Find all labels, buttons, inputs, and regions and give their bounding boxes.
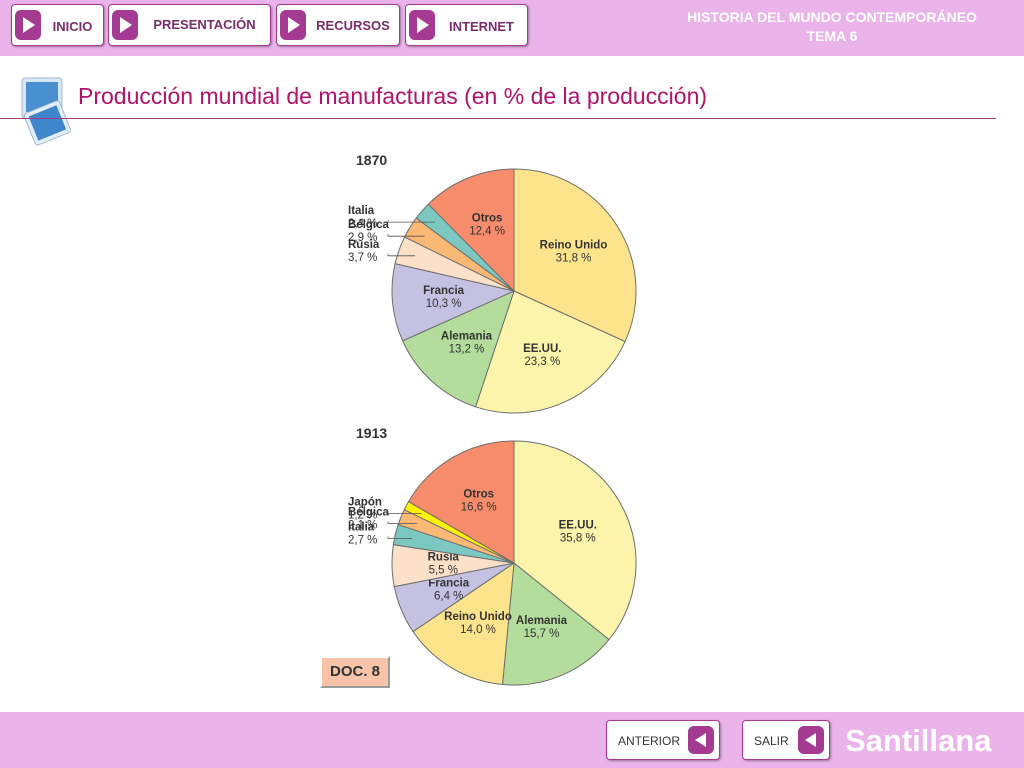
leader-line xyxy=(387,220,435,223)
chart-title: 1870 xyxy=(356,152,387,168)
title-divider xyxy=(0,118,996,119)
slice-label: Otros xyxy=(472,213,503,225)
slice-label: Rusia xyxy=(348,239,380,251)
pie-slice xyxy=(474,290,626,414)
leader-line xyxy=(387,536,412,539)
pie-slice xyxy=(427,168,515,293)
recursos-label: RECURSOS xyxy=(316,18,390,33)
slice-value: 2,4 % xyxy=(348,218,377,230)
slice-label: Italia xyxy=(348,205,375,217)
pie-charts-area: 1870 Reino Unido 31,8 % EE.UU. 23,3 % Alemani… xyxy=(330,142,660,702)
bottom-nav-bar: ANTERIOR SALIR Santillana xyxy=(0,712,1024,768)
slice-label: Reino Unido xyxy=(444,611,512,623)
course-header: HISTORIA DEL MUNDO CONTEMPORÁNEO TEMA 6 xyxy=(640,8,1024,46)
brand-logo: Santillana xyxy=(845,723,992,758)
leader-line xyxy=(387,234,425,237)
slice-value: 2,7 % xyxy=(348,535,377,547)
inicio-label: INICIO xyxy=(52,19,93,34)
pie-slice xyxy=(412,561,515,686)
slice-value: 35,8 % xyxy=(560,533,596,545)
play-arrow-icon xyxy=(15,10,41,40)
slice-label: Italia xyxy=(348,522,375,534)
play-arrow-icon xyxy=(409,10,435,40)
presentacion-button[interactable]: PRESENTACIÓN xyxy=(108,4,271,46)
slice-value: 3,7 % xyxy=(348,252,377,264)
pie-slice xyxy=(501,562,610,686)
leader-line xyxy=(387,511,422,515)
slice-value: 12,4 % xyxy=(469,226,505,238)
salir-button[interactable]: SALIR xyxy=(742,720,830,760)
slice-label: Otros xyxy=(463,489,494,501)
document-icon xyxy=(21,77,71,146)
pie-slice xyxy=(407,440,515,564)
slice-label: Bélgica xyxy=(348,219,390,231)
leader-line xyxy=(387,253,416,257)
internet-button[interactable]: INTERNET xyxy=(405,4,528,46)
slice-value: 2,1 % xyxy=(348,520,377,532)
pie-slice xyxy=(401,290,515,408)
recursos-button[interactable]: RECURSOS xyxy=(276,4,400,46)
course-title: HISTORIA DEL MUNDO CONTEMPORÁNEO xyxy=(687,9,977,25)
slice-label: Rusia xyxy=(428,552,460,564)
pie-slice xyxy=(513,168,637,343)
pie-slice xyxy=(391,263,516,342)
slice-label: Japón xyxy=(348,497,382,509)
slice-label: Reino Unido xyxy=(540,240,608,252)
leader-line xyxy=(387,521,417,524)
slice-value: 1,2 % xyxy=(348,510,377,522)
salir-label: SALIR xyxy=(754,734,789,748)
anterior-button[interactable]: ANTERIOR xyxy=(606,720,720,760)
slice-value: 15,7 % xyxy=(524,628,560,640)
slice-value: 16,6 % xyxy=(461,502,497,514)
slice-label: Francia xyxy=(423,285,465,297)
slice-label: Bélgica xyxy=(348,507,390,519)
slice-label: Francia xyxy=(428,577,470,589)
anterior-label: ANTERIOR xyxy=(618,734,681,748)
pie-slice xyxy=(513,440,637,641)
slice-value: 13,2 % xyxy=(449,344,485,356)
slice-value: 14,0 % xyxy=(460,624,496,636)
inicio-button[interactable]: INICIO xyxy=(11,4,104,46)
chart-title: 1913 xyxy=(356,425,387,441)
slice-label: EE.UU. xyxy=(559,520,597,532)
unit-title: TEMA 6 xyxy=(806,28,858,44)
slice-label: Alemania xyxy=(441,331,493,343)
play-arrow-icon xyxy=(280,10,306,40)
presentacion-label: PRESENTACIÓN xyxy=(153,17,256,32)
slice-label: Alemania xyxy=(516,615,568,627)
slice-value: 31,8 % xyxy=(556,253,592,265)
back-arrow-icon xyxy=(688,726,714,754)
internet-label: INTERNET xyxy=(449,19,514,34)
slice-label: EE.UU. xyxy=(523,343,561,355)
slice-value: 5,5 % xyxy=(429,565,458,577)
slice-value: 23,3 % xyxy=(524,356,560,368)
play-arrow-icon xyxy=(112,10,138,40)
top-nav-bar: INICIO PRESENTACIÓN RECURSOS INTERNET HI… xyxy=(0,0,1024,56)
slice-value: 6,4 % xyxy=(434,590,463,602)
slice-value: 10,3 % xyxy=(426,298,462,310)
doc-badge: DOC. 8 xyxy=(320,656,390,688)
page-title: Producción mundial de manufacturas (en %… xyxy=(78,83,708,109)
back-arrow-icon xyxy=(798,726,824,754)
slice-value: 2,9 % xyxy=(348,232,377,244)
